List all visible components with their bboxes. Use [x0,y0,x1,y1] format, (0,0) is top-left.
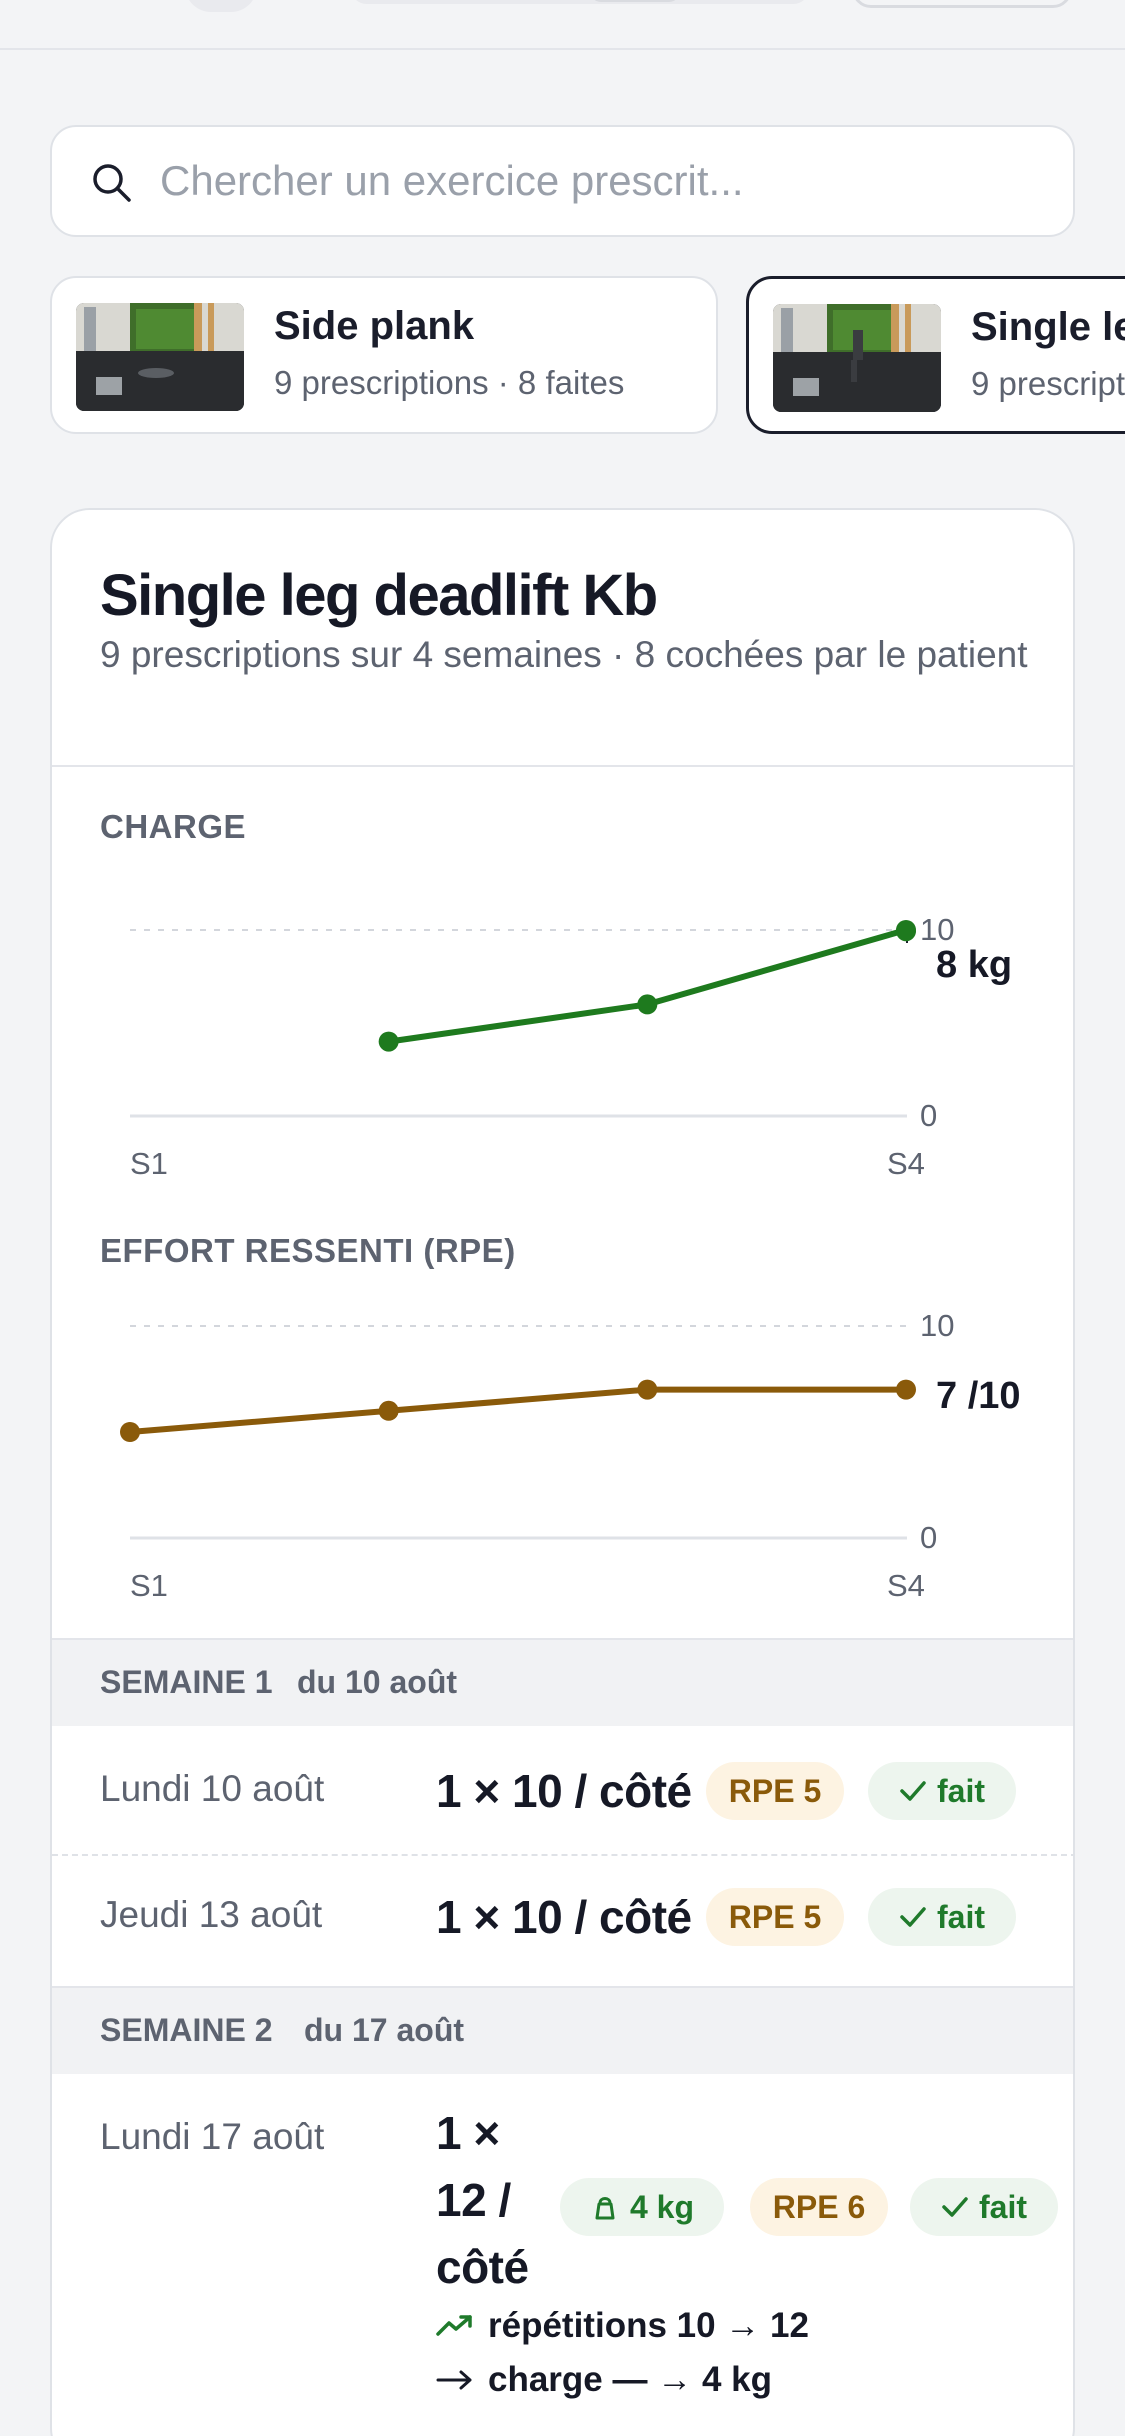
kettlebell-icon [595,2197,615,2220]
charge-x-end: S4 [887,1146,925,1181]
done-badge: fait [910,2178,1058,2236]
exercise-name: Side plank [274,304,475,348]
session-day: Lundi 17 août [100,2116,325,2157]
exercise-name: Single leg deadlift Kb [971,305,1125,349]
done-label: fait [979,2188,1027,2225]
rpe-badge: RPE 5 [706,1888,844,1946]
week-date: du 10 août [297,1664,458,1700]
rpe-data-point[interactable] [120,1422,140,1442]
progress-load: charge — → 4 kg [436,2360,772,2400]
top-action-button[interactable] [852,0,1072,8]
rpe-badge: RPE 5 [706,1762,844,1820]
session-sets: 1 × 12 / côté [436,2100,529,2301]
done-badge: fait [868,1762,1016,1820]
rpe-badge: RPE 6 [750,2178,888,2236]
progress-reps-label: répétitions 10 → 12 [488,2306,809,2345]
charge-x-start: S1 [130,1146,168,1181]
week-header: SEMAINE 2 du 17 août [52,1986,1073,2074]
exercise-detail-card: Single leg deadlift Kb 9 prescriptions s… [50,508,1075,2436]
done-badge: fait [868,1888,1016,1946]
charge-value-label: 8 kg [936,944,1012,986]
sets-line: côté [436,2241,529,2293]
session-row[interactable]: Lundi 10 août 1 × 10 / côté RPE 5 fait [52,1726,1073,1854]
divider [52,765,1073,767]
exercise-thumbnail [76,303,244,411]
rpe-chart: 10 0 S1 S4 7 /10 [120,1310,1021,1603]
week-date: du 17 août [304,2012,465,2048]
progress-load-label: charge — → 4 kg [488,2360,772,2399]
rpe-data-point[interactable] [637,1379,658,1400]
charge-y-bottom: 0 [920,1098,937,1133]
search-input[interactable]: Chercher un exercice prescrit... [160,157,744,204]
session-day: Lundi 10 août [100,1768,325,1809]
top-bar [0,0,1125,50]
done-label: fait [937,1898,985,1935]
row-separator [52,1854,1073,1856]
week-label: SEMAINE 2 [100,2012,273,2048]
sets-line: 12 / [436,2174,511,2226]
load-badge: 4 kg [560,2178,724,2236]
rpe-data-point[interactable] [378,1400,399,1421]
rpe-y-bottom: 0 [920,1520,937,1555]
detail-title: Single leg deadlift Kb [100,563,658,628]
rpe-value-label: 7 /10 [936,1375,1021,1417]
week-label: SEMAINE 1 [100,1664,273,1700]
check-icon [900,1907,926,1927]
exercise-card-single-leg-deadlift[interactable]: Single leg deadlift Kb 9 prescriptions ·… [746,276,1125,434]
avatar[interactable] [185,0,257,12]
divider [52,1638,1073,1640]
session-row[interactable]: Lundi 17 août 1 × 12 / côté 4 kg RPE 6 f… [52,2074,1073,2436]
charge-series-line [388,927,907,1045]
detail-subtitle: 9 prescriptions sur 4 semaines · 8 coché… [100,634,1028,675]
rpe-x-end: S4 [887,1568,925,1603]
search-bar[interactable]: Chercher un exercice prescrit... [50,125,1075,237]
check-icon [942,2197,968,2217]
charge-data-point[interactable] [637,994,658,1015]
sets-line: 1 × [436,2107,500,2159]
segmented-control[interactable] [350,0,810,4]
charge-y-top: 10 [920,912,954,947]
week-header: SEMAINE 1 du 10 août [52,1638,1073,1726]
exercise-meta: 9 prescriptions · 8 faites [274,364,625,401]
segmented-control-thumb [590,0,680,2]
exercise-meta: 9 prescriptions · 8 faites [971,365,1125,402]
arrow-right-icon [436,2370,472,2390]
exercise-carousel[interactable]: Side plank 9 prescriptions · 8 faites Si… [50,276,1125,436]
rpe-y-top: 10 [920,1310,954,1343]
rpe-x-start: S1 [130,1568,168,1603]
search-icon [93,164,131,202]
rpe-series-line [129,1386,906,1435]
charge-chart: 10 0 S1 S4 8 kg [130,912,1012,1181]
divider [52,1986,1073,1988]
charge-current-point[interactable] [896,921,916,942]
check-icon [900,1781,926,1801]
session-day: Jeudi 13 août [100,1894,323,1935]
session-row[interactable]: Jeudi 13 août 1 × 10 / côté RPE 5 fait [52,1854,1073,1982]
session-sets: 1 × 10 / côté [436,1891,692,1943]
done-label: fait [937,1772,985,1809]
trending-up-icon [436,2315,472,2336]
progress-reps: répétitions 10 → 12 [436,2306,809,2346]
load-label: 4 kg [629,2188,695,2225]
charge-chart-label: CHARGE [100,808,247,845]
charge-data-point[interactable] [378,1031,399,1052]
exercise-thumbnail [773,304,941,412]
rpe-chart-label: EFFORT RESSENTI (RPE) [100,1232,516,1269]
exercise-card-side-plank[interactable]: Side plank 9 prescriptions · 8 faites [50,276,718,434]
session-sets: 1 × 10 / côté [436,1765,692,1817]
rpe-data-point[interactable] [896,1379,916,1400]
